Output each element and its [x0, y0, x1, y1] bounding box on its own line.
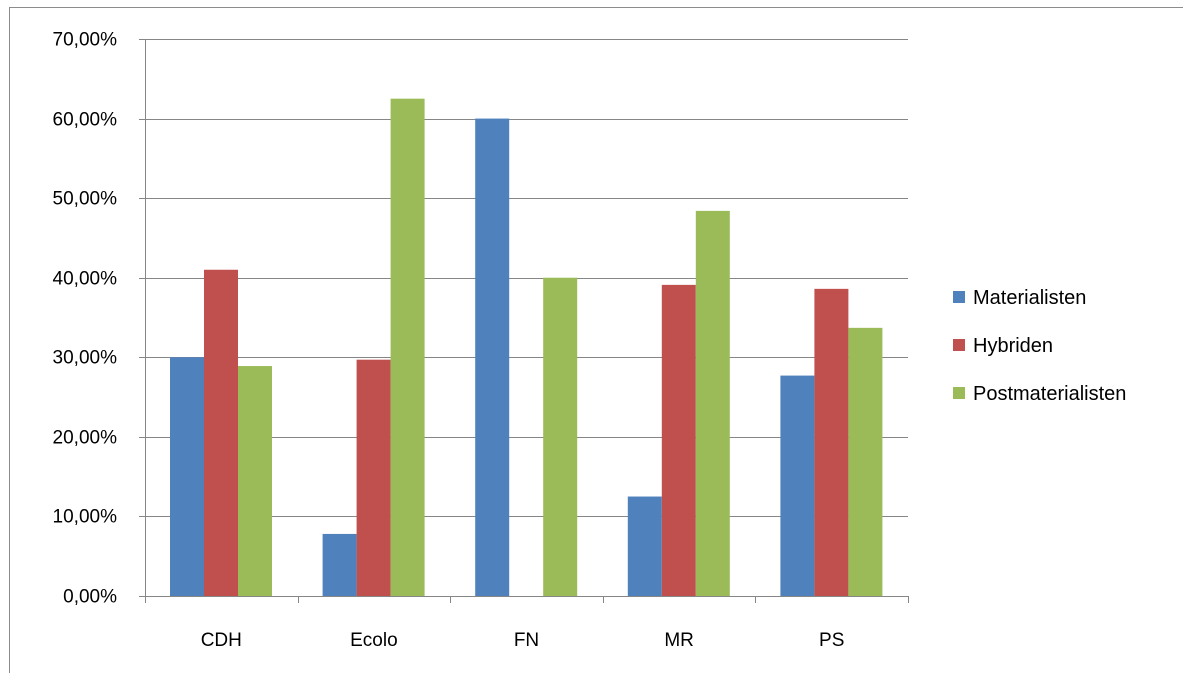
bar-postmaterialisten-ecolo [390, 98, 425, 596]
y-tick-label: 30,00% [53, 348, 118, 369]
legend-label: Hybriden [973, 335, 1053, 357]
y-tick-label: 10,00% [53, 507, 118, 528]
axes [139, 39, 909, 603]
chart-frame [9, 7, 1183, 673]
bar-materialisten-mr [627, 496, 662, 596]
bar-materialisten-cdh [170, 357, 204, 596]
bar-postmaterialisten-ps [848, 327, 883, 596]
tick-labels: 0,00% 10,00% 20,00% 30,00% 40,00% 50,00% 60,00… [53, 30, 845, 652]
legend-label: Postmaterialisten [973, 383, 1126, 405]
bar-postmaterialisten-cdh [238, 366, 272, 596]
y-tick-label: 50,00% [53, 189, 118, 210]
x-tick-label: FN [514, 630, 539, 651]
bar-materialisten-ps [780, 375, 815, 596]
legend: Materialisten Hybriden Postmaterialisten [953, 287, 1126, 405]
x-tick-label: MR [664, 630, 694, 651]
bar-materialisten-ecolo [322, 533, 357, 596]
x-tick-label: PS [819, 630, 844, 651]
x-tick-label: Ecolo [350, 630, 398, 651]
x-tick-label: CDH [201, 630, 242, 651]
y-tick-label: 40,00% [53, 269, 118, 290]
bar-hybriden-mr [661, 284, 696, 596]
y-tick-label: 0,00% [63, 587, 117, 608]
y-tick-label: 20,00% [53, 428, 118, 449]
legend-swatch [953, 291, 965, 303]
y-tick-label: 70,00% [53, 30, 118, 51]
bar-postmaterialisten-fn [543, 277, 578, 596]
legend-swatch [953, 387, 965, 399]
y-tick-label: 60,00% [53, 110, 118, 131]
bar-materialisten-fn [475, 118, 510, 597]
legend-label: Materialisten [973, 287, 1086, 309]
bar-hybriden-ps [814, 288, 849, 596]
bar-hybriden-ecolo [356, 359, 391, 596]
bar-hybriden-cdh [204, 269, 238, 596]
bar-postmaterialisten-mr [695, 210, 730, 597]
legend-swatch [953, 339, 965, 351]
bars [170, 98, 883, 597]
